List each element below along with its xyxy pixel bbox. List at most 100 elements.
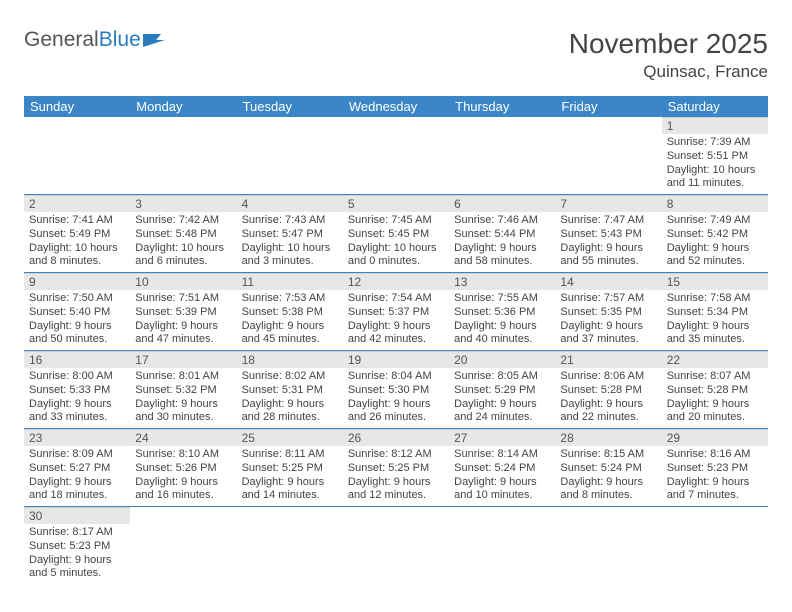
calendar-cell-empty xyxy=(237,117,343,195)
sunset-text: Sunset: 5:44 PM xyxy=(454,228,550,242)
sunset-text: Sunset: 5:30 PM xyxy=(348,384,444,398)
calendar-cell-empty xyxy=(237,507,343,585)
sunrise-text: Sunrise: 7:51 AM xyxy=(135,292,231,306)
brand-part2: Blue xyxy=(99,28,141,52)
sunrise-text: Sunrise: 8:12 AM xyxy=(348,448,444,462)
calendar-cell: 17Sunrise: 8:01 AMSunset: 5:32 PMDayligh… xyxy=(130,351,236,429)
day-details: Sunrise: 8:02 AMSunset: 5:31 PMDaylight:… xyxy=(237,368,343,428)
calendar-table: Sunday Monday Tuesday Wednesday Thursday… xyxy=(24,96,768,584)
day-number: 30 xyxy=(24,507,130,524)
day-details: Sunrise: 7:42 AMSunset: 5:48 PMDaylight:… xyxy=(130,212,236,272)
sunset-text: Sunset: 5:29 PM xyxy=(454,384,550,398)
day-details: Sunrise: 8:09 AMSunset: 5:27 PMDaylight:… xyxy=(24,446,130,506)
calendar-body: 1Sunrise: 7:39 AMSunset: 5:51 PMDaylight… xyxy=(24,117,768,584)
day-number: 2 xyxy=(24,195,130,212)
sunset-text: Sunset: 5:39 PM xyxy=(135,306,231,320)
calendar-cell: 11Sunrise: 7:53 AMSunset: 5:38 PMDayligh… xyxy=(237,273,343,351)
daylight-text: Daylight: 10 hours and 11 minutes. xyxy=(667,164,763,192)
daylight-text: Daylight: 9 hours and 5 minutes. xyxy=(29,554,125,582)
day-details: Sunrise: 7:49 AMSunset: 5:42 PMDaylight:… xyxy=(662,212,768,272)
day-number: 9 xyxy=(24,273,130,290)
calendar-cell-empty xyxy=(343,117,449,195)
sunset-text: Sunset: 5:24 PM xyxy=(560,462,656,476)
sunrise-text: Sunrise: 7:39 AM xyxy=(667,136,763,150)
day-number: 25 xyxy=(237,429,343,446)
sunrise-text: Sunrise: 8:00 AM xyxy=(29,370,125,384)
sunrise-text: Sunrise: 8:04 AM xyxy=(348,370,444,384)
day-number: 26 xyxy=(343,429,449,446)
calendar-cell-empty xyxy=(449,507,555,585)
weekday-header: Saturday xyxy=(662,96,768,117)
day-details: Sunrise: 7:58 AMSunset: 5:34 PMDaylight:… xyxy=(662,290,768,350)
calendar-cell-empty xyxy=(343,507,449,585)
calendar-cell: 24Sunrise: 8:10 AMSunset: 5:26 PMDayligh… xyxy=(130,429,236,507)
sunrise-text: Sunrise: 8:16 AM xyxy=(667,448,763,462)
calendar-cell: 8Sunrise: 7:49 AMSunset: 5:42 PMDaylight… xyxy=(662,195,768,273)
calendar-cell: 22Sunrise: 8:07 AMSunset: 5:28 PMDayligh… xyxy=(662,351,768,429)
sunset-text: Sunset: 5:25 PM xyxy=(242,462,338,476)
sunset-text: Sunset: 5:34 PM xyxy=(667,306,763,320)
day-details: Sunrise: 7:54 AMSunset: 5:37 PMDaylight:… xyxy=(343,290,449,350)
daylight-text: Daylight: 9 hours and 28 minutes. xyxy=(242,398,338,426)
day-number: 1 xyxy=(662,117,768,134)
calendar-cell: 26Sunrise: 8:12 AMSunset: 5:25 PMDayligh… xyxy=(343,429,449,507)
day-details: Sunrise: 8:15 AMSunset: 5:24 PMDaylight:… xyxy=(555,446,661,506)
daylight-text: Daylight: 9 hours and 35 minutes. xyxy=(667,320,763,348)
calendar-cell: 9Sunrise: 7:50 AMSunset: 5:40 PMDaylight… xyxy=(24,273,130,351)
daylight-text: Daylight: 9 hours and 33 minutes. xyxy=(29,398,125,426)
day-number: 22 xyxy=(662,351,768,368)
calendar-cell: 21Sunrise: 8:06 AMSunset: 5:28 PMDayligh… xyxy=(555,351,661,429)
weekday-header: Friday xyxy=(555,96,661,117)
day-number: 3 xyxy=(130,195,236,212)
daylight-text: Daylight: 9 hours and 24 minutes. xyxy=(454,398,550,426)
weekday-header: Tuesday xyxy=(237,96,343,117)
sunrise-text: Sunrise: 8:02 AM xyxy=(242,370,338,384)
day-details: Sunrise: 7:47 AMSunset: 5:43 PMDaylight:… xyxy=(555,212,661,272)
calendar-cell: 4Sunrise: 7:43 AMSunset: 5:47 PMDaylight… xyxy=(237,195,343,273)
sunrise-text: Sunrise: 7:53 AM xyxy=(242,292,338,306)
sunrise-text: Sunrise: 7:46 AM xyxy=(454,214,550,228)
brand-logo: GeneralBlue xyxy=(24,28,165,52)
day-details: Sunrise: 7:51 AMSunset: 5:39 PMDaylight:… xyxy=(130,290,236,350)
day-details: Sunrise: 8:10 AMSunset: 5:26 PMDaylight:… xyxy=(130,446,236,506)
daylight-text: Daylight: 9 hours and 40 minutes. xyxy=(454,320,550,348)
day-number: 19 xyxy=(343,351,449,368)
day-details: Sunrise: 7:55 AMSunset: 5:36 PMDaylight:… xyxy=(449,290,555,350)
day-details: Sunrise: 7:53 AMSunset: 5:38 PMDaylight:… xyxy=(237,290,343,350)
sunset-text: Sunset: 5:24 PM xyxy=(454,462,550,476)
day-number: 7 xyxy=(555,195,661,212)
day-number: 13 xyxy=(449,273,555,290)
calendar-cell: 1Sunrise: 7:39 AMSunset: 5:51 PMDaylight… xyxy=(662,117,768,195)
daylight-text: Daylight: 9 hours and 37 minutes. xyxy=(560,320,656,348)
calendar-cell-empty xyxy=(662,507,768,585)
calendar-cell: 19Sunrise: 8:04 AMSunset: 5:30 PMDayligh… xyxy=(343,351,449,429)
day-number: 20 xyxy=(449,351,555,368)
day-details: Sunrise: 7:46 AMSunset: 5:44 PMDaylight:… xyxy=(449,212,555,272)
day-details: Sunrise: 8:05 AMSunset: 5:29 PMDaylight:… xyxy=(449,368,555,428)
day-details: Sunrise: 7:41 AMSunset: 5:49 PMDaylight:… xyxy=(24,212,130,272)
sunset-text: Sunset: 5:28 PM xyxy=(560,384,656,398)
day-number: 5 xyxy=(343,195,449,212)
calendar-page: GeneralBlue November 2025 Quinsac, Franc… xyxy=(0,0,792,584)
day-details: Sunrise: 7:50 AMSunset: 5:40 PMDaylight:… xyxy=(24,290,130,350)
daylight-text: Daylight: 9 hours and 30 minutes. xyxy=(135,398,231,426)
sunrise-text: Sunrise: 8:17 AM xyxy=(29,526,125,540)
day-details: Sunrise: 8:12 AMSunset: 5:25 PMDaylight:… xyxy=(343,446,449,506)
calendar-cell: 2Sunrise: 7:41 AMSunset: 5:49 PMDaylight… xyxy=(24,195,130,273)
day-details: Sunrise: 8:07 AMSunset: 5:28 PMDaylight:… xyxy=(662,368,768,428)
day-details: Sunrise: 7:57 AMSunset: 5:35 PMDaylight:… xyxy=(555,290,661,350)
sunrise-text: Sunrise: 8:11 AM xyxy=(242,448,338,462)
daylight-text: Daylight: 9 hours and 22 minutes. xyxy=(560,398,656,426)
sunset-text: Sunset: 5:33 PM xyxy=(29,384,125,398)
day-details: Sunrise: 8:04 AMSunset: 5:30 PMDaylight:… xyxy=(343,368,449,428)
day-number: 29 xyxy=(662,429,768,446)
daylight-text: Daylight: 9 hours and 16 minutes. xyxy=(135,476,231,504)
sunrise-text: Sunrise: 7:42 AM xyxy=(135,214,231,228)
weekday-header: Thursday xyxy=(449,96,555,117)
calendar-cell-empty xyxy=(24,117,130,195)
calendar-header-row: Sunday Monday Tuesday Wednesday Thursday… xyxy=(24,96,768,117)
weekday-header: Wednesday xyxy=(343,96,449,117)
page-header: GeneralBlue November 2025 Quinsac, Franc… xyxy=(24,28,768,82)
sunrise-text: Sunrise: 8:10 AM xyxy=(135,448,231,462)
sunset-text: Sunset: 5:48 PM xyxy=(135,228,231,242)
